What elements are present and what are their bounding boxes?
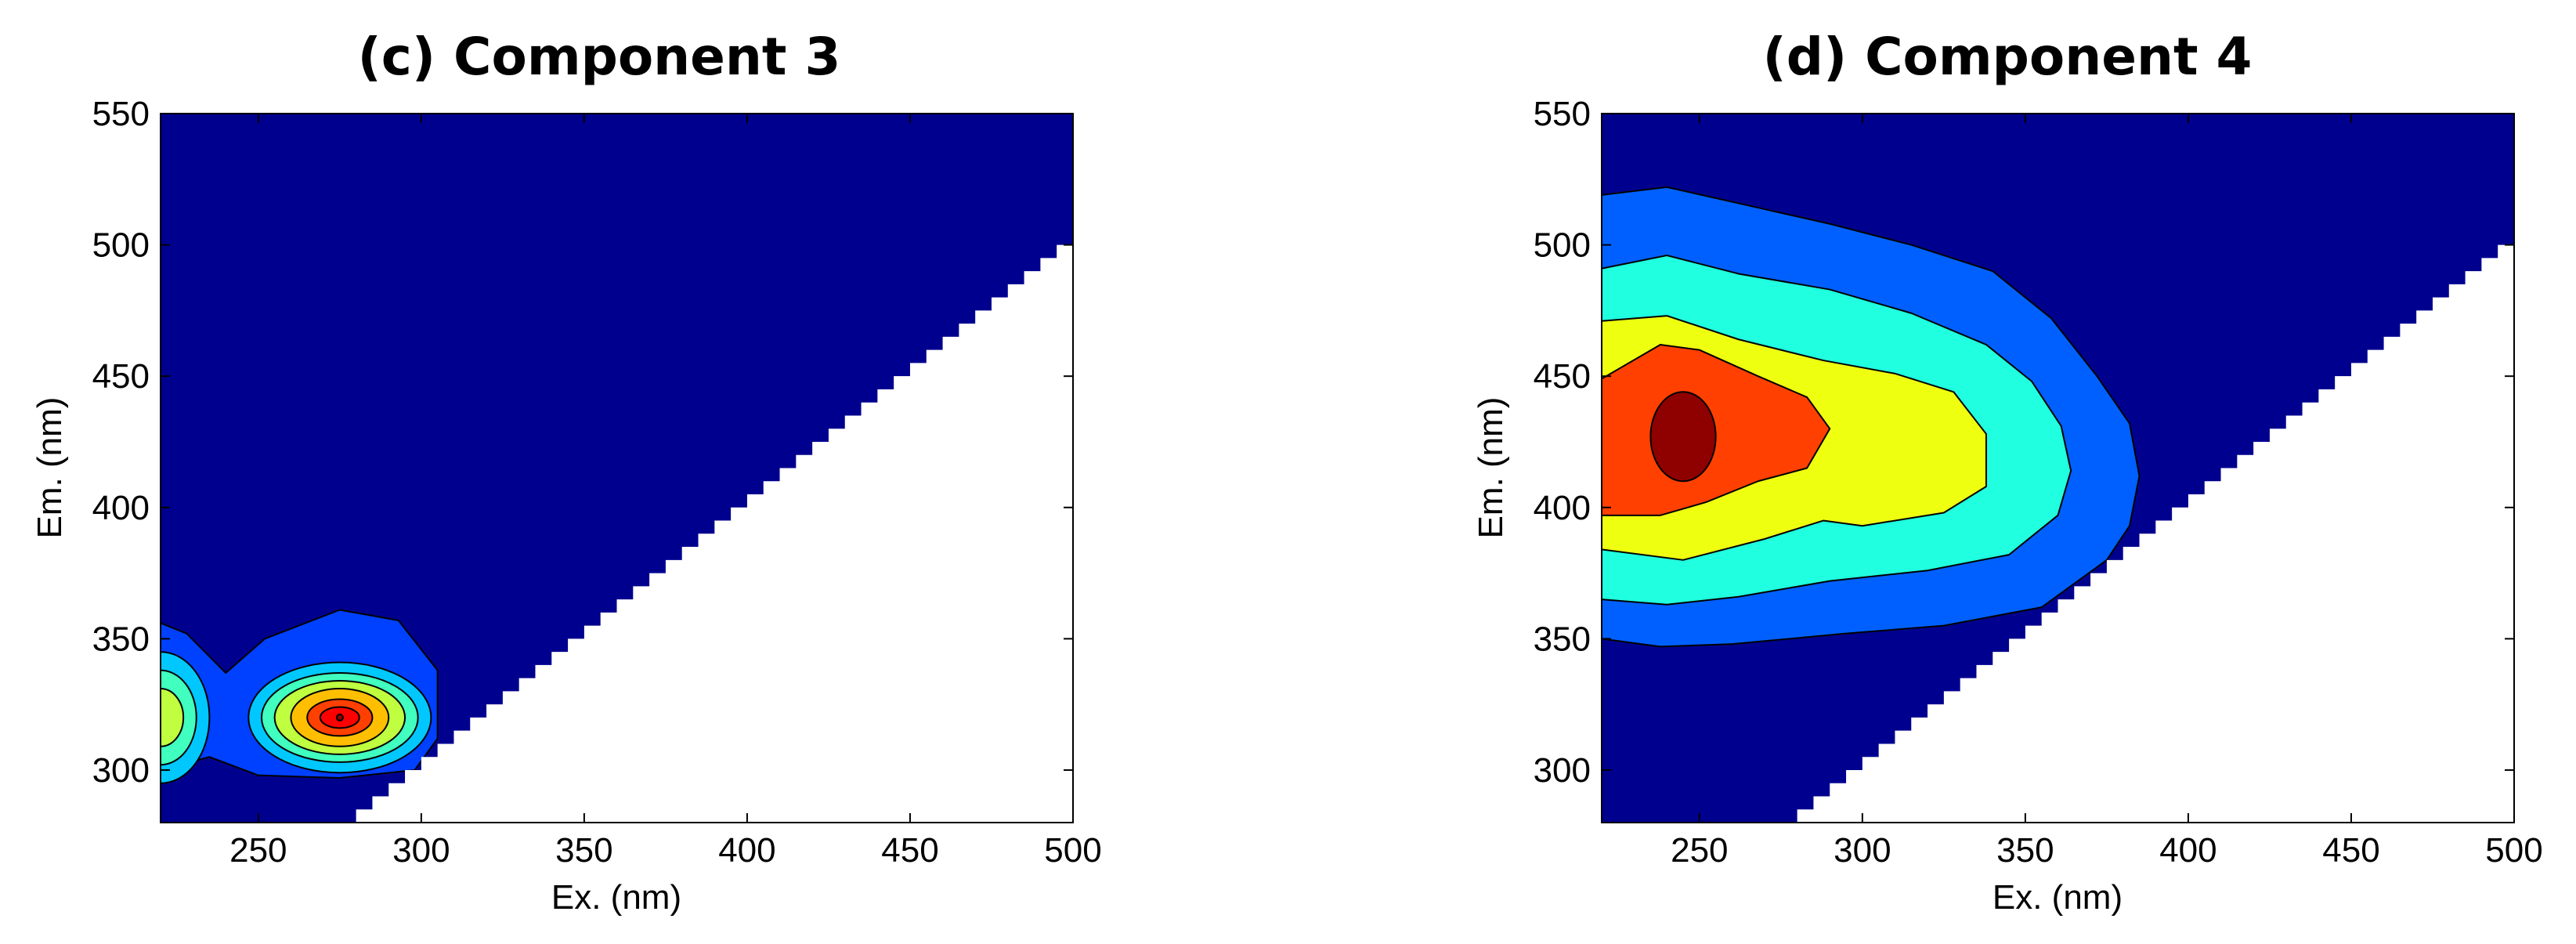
x-tick-label: 300 bbox=[1834, 831, 1891, 870]
contour-level-4 bbox=[161, 688, 185, 747]
y-tick-label: 350 bbox=[1534, 620, 1591, 658]
x-tick-label: 400 bbox=[2159, 831, 2217, 870]
chart-d-ylabel: Em. (nm) bbox=[1472, 397, 1510, 539]
chart-d-plot-area: 250 300 350 400 450 500 300 350 400 450 500 550 bbox=[1534, 95, 2543, 870]
contour-level-8 bbox=[335, 713, 344, 722]
x-tick-label: 450 bbox=[881, 831, 938, 870]
y-tick-label: 300 bbox=[92, 751, 150, 790]
x-tick-label: 250 bbox=[1671, 831, 1728, 870]
chart-d-contours bbox=[1602, 186, 2141, 648]
chart-d-title: (d) Component 4 bbox=[1763, 27, 2253, 87]
y-tick-label: 500 bbox=[92, 226, 150, 265]
x-tick-label: 350 bbox=[1996, 831, 2054, 870]
chart-c-frame bbox=[160, 113, 1074, 823]
x-tick-label: 500 bbox=[2485, 831, 2542, 870]
y-tick-label: 500 bbox=[1534, 226, 1591, 265]
x-tick-label: 500 bbox=[1044, 831, 1101, 870]
chart-c-xlabel: Ex. (nm) bbox=[551, 878, 681, 917]
x-tick-label: 250 bbox=[229, 831, 287, 870]
x-tick-label: 300 bbox=[392, 831, 450, 870]
chart-d-svg: (d) Component 4 250 300 350 400 450 500 300 350… bbox=[1472, 27, 2543, 917]
chart-panel-c: (c) Component 3 250 300 350 400 450 500 300 350… bbox=[31, 27, 1102, 917]
chart-d-frame bbox=[1601, 113, 2515, 823]
chart-c-ticks: 250 300 350 400 450 500 300 350 400 450 500 550 bbox=[92, 95, 1102, 870]
y-tick-label: 400 bbox=[1534, 489, 1591, 527]
y-tick-label: 450 bbox=[92, 357, 150, 396]
x-tick-label: 450 bbox=[2322, 831, 2379, 870]
x-tick-label: 350 bbox=[555, 831, 612, 870]
chart-c-svg: (c) Component 3 250 300 350 400 450 500 300 350… bbox=[31, 27, 1102, 917]
y-tick-label: 550 bbox=[92, 95, 150, 133]
y-tick-label: 300 bbox=[1534, 751, 1591, 790]
y-tick-label: 350 bbox=[92, 620, 150, 658]
contour-level-5 bbox=[1649, 391, 1717, 483]
chart-d-xlabel: Ex. (nm) bbox=[1993, 878, 2123, 917]
x-tick-label: 400 bbox=[718, 831, 775, 870]
y-tick-label: 550 bbox=[1534, 95, 1591, 133]
chart-c-title: (c) Component 3 bbox=[358, 27, 841, 87]
y-tick-label: 450 bbox=[1534, 357, 1591, 396]
chart-c-plot-area: 250 300 350 400 450 500 300 350 400 450 500 550 bbox=[92, 95, 1102, 870]
chart-c-ylabel: Em. (nm) bbox=[31, 397, 69, 539]
y-tick-label: 400 bbox=[92, 489, 150, 527]
chart-c-contours bbox=[161, 609, 439, 784]
chart-c-masked-region bbox=[356, 244, 1073, 823]
chart-panel-d: (d) Component 4 250 300 350 400 450 500 300 350… bbox=[1449, 0, 2576, 944]
chart-d-ticks: 250 300 350 400 450 500 300 350 400 450 500 550 bbox=[1534, 95, 2543, 870]
